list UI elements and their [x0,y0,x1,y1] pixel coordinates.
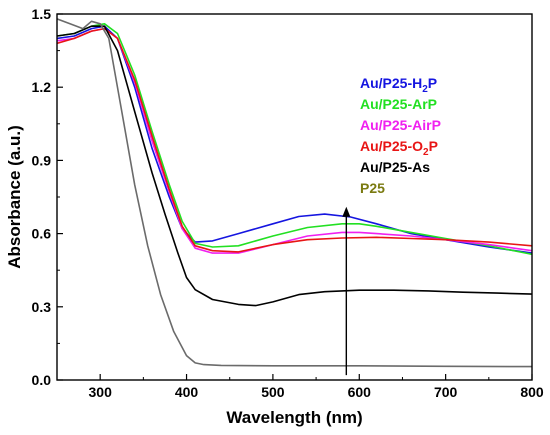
legend-entry: P25 [360,180,385,196]
series-layer [57,18,532,368]
x-tick-label: 700 [434,384,458,400]
y-tick-label: 1.5 [32,6,52,22]
series-line-1 [57,22,532,256]
x-tick-label: 300 [89,384,113,400]
y-tick-label: 0.9 [32,152,52,168]
y-tick-label: 0.3 [32,299,52,315]
x-tick-label: 400 [175,384,199,400]
y-axis-label: Absorbance (a.u.) [5,125,24,269]
x-tick-label: 600 [348,384,372,400]
annotation-layer [342,206,351,376]
y-tick-label: 0.6 [32,226,52,242]
series-line-4 [57,25,532,307]
legend-entry: Au/P25-ArP [360,96,437,112]
legend-entry: Au/P25-As [360,159,430,175]
legend-entry: Au/P25-AirP [360,117,441,133]
series-line-5 [57,18,532,368]
x-axis-label: Wavelength (nm) [226,408,362,427]
legend-entry: Au/P25-H2P [360,75,437,95]
arrow-head [342,206,351,217]
legend-entry: Au/P25-O2P [360,138,438,158]
y-tick-label: 1.2 [32,79,52,95]
x-tick-label: 500 [261,384,285,400]
y-tick-label: 0.0 [32,372,52,388]
x-tick-label: 800 [520,384,544,400]
ticks-layer: 300 400 500 600 700 800 0.0 0.3 0.6 0.9 1.2 1.5 [32,6,544,400]
